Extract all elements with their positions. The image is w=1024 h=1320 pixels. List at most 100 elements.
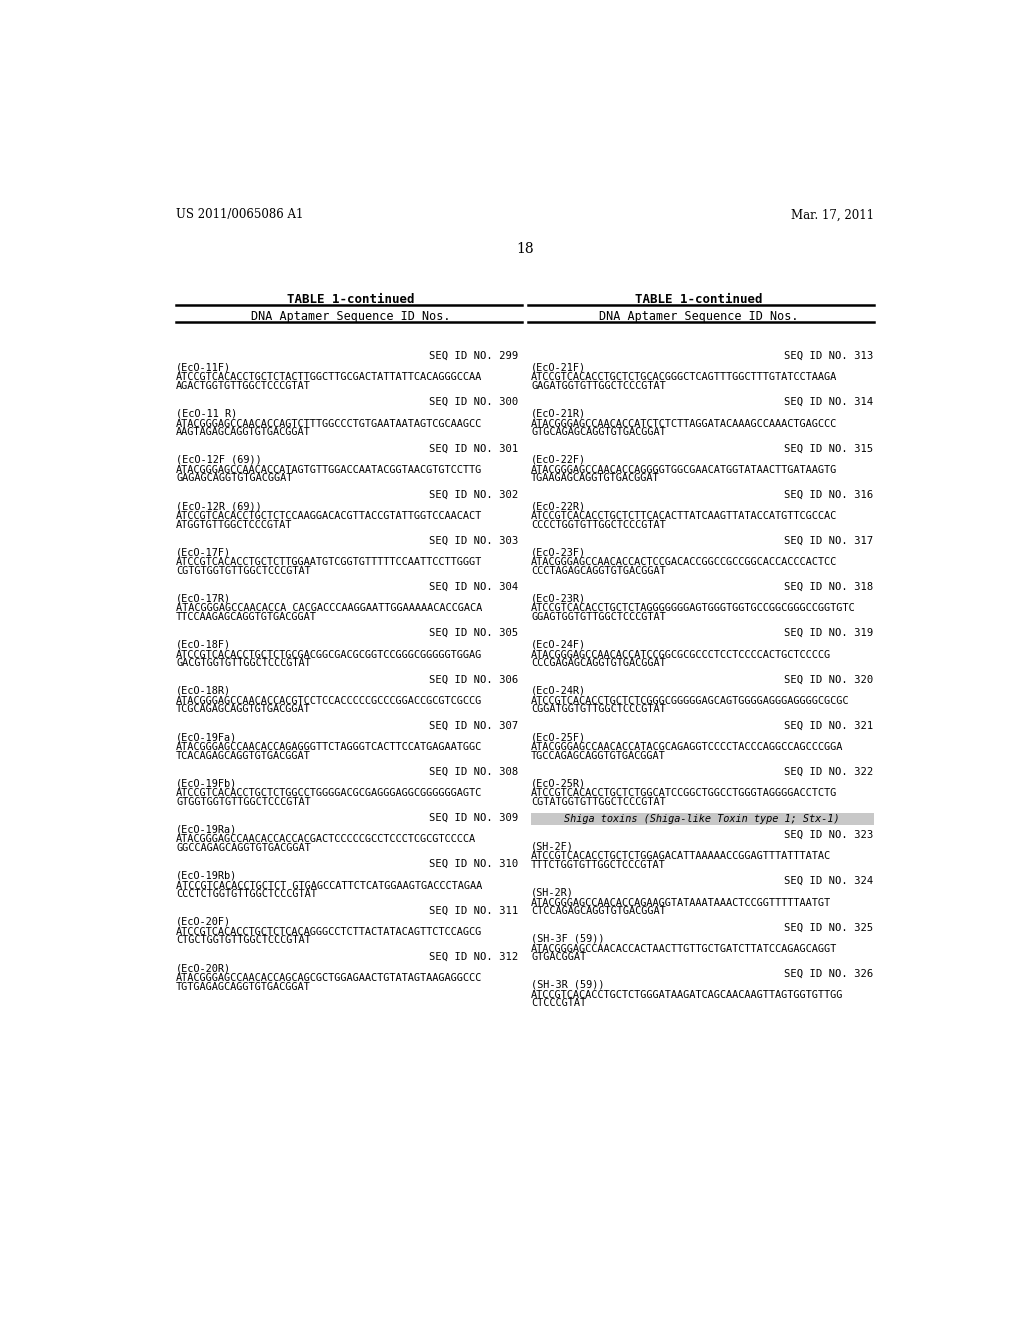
Text: SEQ ID NO. 312: SEQ ID NO. 312 (429, 952, 518, 961)
Text: CGTATGGTGTTGGCTCCCGTAT: CGTATGGTGTTGGCTCCCGTAT (531, 797, 666, 807)
Text: ATCCGTCACACCTGCTCTACTTGGCTTGCGACTATTATTCACAGGGCCAA: ATCCGTCACACCTGCTCTACTTGGCTTGCGACTATTATTC… (176, 372, 482, 383)
Text: (EcO-21R): (EcO-21R) (531, 409, 586, 418)
Text: (EcO-21F): (EcO-21F) (531, 363, 586, 372)
Text: US 2011/0065086 A1: US 2011/0065086 A1 (176, 209, 303, 222)
Text: SEQ ID NO. 299: SEQ ID NO. 299 (429, 351, 518, 360)
Text: TGAAGAGCAGGTGTGACGGAT: TGAAGAGCAGGTGTGACGGAT (531, 474, 659, 483)
Text: ATACGGGAGCCAACACCACTCCGACACCGGCCGCCGGCACCACCCACTCC: ATACGGGAGCCAACACCACTCCGACACCGGCCGCCGGCAC… (531, 557, 838, 568)
Text: SEQ ID NO. 307: SEQ ID NO. 307 (429, 721, 518, 730)
Text: ATCCGTCACACCTGCTCTCACAGGGCCTCTTACTATACAGTTCTCCAGCG: ATCCGTCACACCTGCTCTCACAGGGCCTCTTACTATACAG… (176, 927, 482, 937)
Text: TCACAGAGCAGGTGTGACGGAT: TCACAGAGCAGGTGTGACGGAT (176, 751, 311, 760)
Text: TABLE 1-continued: TABLE 1-continued (287, 293, 414, 306)
Text: (EcO-25R): (EcO-25R) (531, 779, 586, 788)
Text: (EcO-19Ra): (EcO-19Ra) (176, 825, 238, 834)
Text: GGCCAGAGCAGGTGTGACGGAT: GGCCAGAGCAGGTGTGACGGAT (176, 843, 311, 853)
Text: (EcO-19Fb): (EcO-19Fb) (176, 779, 238, 788)
Text: SEQ ID NO. 324: SEQ ID NO. 324 (784, 876, 873, 886)
Text: DNA Aptamer Sequence ID Nos.: DNA Aptamer Sequence ID Nos. (251, 310, 451, 323)
Text: SEQ ID NO. 302: SEQ ID NO. 302 (429, 490, 518, 499)
Text: Mar. 17, 2011: Mar. 17, 2011 (791, 209, 873, 222)
Text: ATCCGTCACACCTGCTCTCCAAGGACACGTTACCGTATTGGTCCAACACT: ATCCGTCACACCTGCTCTCCAAGGACACGTTACCGTATTG… (176, 511, 482, 521)
Bar (531, 813, 873, 825)
Text: SEQ ID NO. 317: SEQ ID NO. 317 (784, 536, 873, 545)
Text: ATACGGGAGCCAACACCACCACGACTCCCCCGCCTCCCTCGCGTCCCCA: ATACGGGAGCCAACACCACCACGACTCCCCCGCCTCCCTC… (176, 834, 476, 845)
Text: SEQ ID NO. 313: SEQ ID NO. 313 (784, 351, 873, 360)
Text: (SH-2F): (SH-2F) (531, 841, 573, 851)
Text: ATCCGTCACACCTGCTCT GTGAGCCATTCTCATGGAAGTGACCCTAGAA: ATCCGTCACACCTGCTCT GTGAGCCATTCTCATGGAAGT… (176, 880, 482, 891)
Text: GAGATGGTGTTGGCTCCCGTAT: GAGATGGTGTTGGCTCCCGTAT (531, 381, 666, 391)
Text: ATCCGTCACACCTGCTCTGGGATAAGATCAGCAACAAGTTAGTGGTGTTGG: ATCCGTCACACCTGCTCTGGGATAAGATCAGCAACAAGTT… (531, 990, 844, 1001)
Text: ATACGGGAGCCAACACCAGAGGGTTCTAGGGTCACTTCCATGAGAATGGC: ATACGGGAGCCAACACCAGAGGGTTCTAGGGTCACTTCCA… (176, 742, 482, 752)
Text: CCCGAGAGCAGGTGTGACGGAT: CCCGAGAGCAGGTGTGACGGAT (531, 659, 666, 668)
Text: SEQ ID NO. 309: SEQ ID NO. 309 (429, 813, 518, 822)
Text: (EcO-11F): (EcO-11F) (176, 363, 231, 372)
Text: SEQ ID NO. 322: SEQ ID NO. 322 (784, 767, 873, 776)
Text: ATCCGTCACACCTGCTCTAGGGGGGGAGTGGGTGGTGCCGGCGGGCCGGTGTC: ATCCGTCACACCTGCTCTAGGGGGGGAGTGGGTGGTGCCG… (531, 603, 856, 614)
Text: TTCCAAGAGCAGGTGTGACGGAT: TTCCAAGAGCAGGTGTGACGGAT (176, 612, 316, 622)
Text: GTGGTGGTGTTGGCTCCCGTAT: GTGGTGGTGTTGGCTCCCGTAT (176, 797, 311, 807)
Text: TGTGAGAGCAGGTGTGACGGAT: TGTGAGAGCAGGTGTGACGGAT (176, 982, 311, 991)
Text: (EcO-17R): (EcO-17R) (176, 594, 231, 603)
Text: SEQ ID NO. 323: SEQ ID NO. 323 (784, 830, 873, 840)
Text: TGCCAGAGCAGGTGTGACGGAT: TGCCAGAGCAGGTGTGACGGAT (531, 751, 666, 760)
Text: SEQ ID NO. 304: SEQ ID NO. 304 (429, 582, 518, 591)
Text: SEQ ID NO. 305: SEQ ID NO. 305 (429, 628, 518, 638)
Text: GTGACGGAT: GTGACGGAT (531, 952, 586, 962)
Text: (EcO-22R): (EcO-22R) (531, 502, 586, 511)
Text: SEQ ID NO. 315: SEQ ID NO. 315 (784, 444, 873, 453)
Text: CGGATGGTGTTGGCTCCCGTAT: CGGATGGTGTTGGCTCCCGTAT (531, 705, 666, 714)
Text: SEQ ID NO. 300: SEQ ID NO. 300 (429, 397, 518, 407)
Text: CCCTAGAGCAGGTGTGACGGAT: CCCTAGAGCAGGTGTGACGGAT (531, 566, 666, 576)
Text: SEQ ID NO. 325: SEQ ID NO. 325 (784, 923, 873, 932)
Text: (EcO-23F): (EcO-23F) (531, 548, 586, 557)
Text: (EcO-11 R): (EcO-11 R) (176, 409, 238, 418)
Text: ATCCGTCACACCTGCTCTCGGGCGGGGGAGCAGTGGGGAGGGAGGGGCGCGC: ATCCGTCACACCTGCTCTCGGGCGGGGGAGCAGTGGGGAG… (531, 696, 850, 706)
Text: ATACGGGAGCCAACACCATAGTGTTGGACCAATACGGTAACGTGTCCTTG: ATACGGGAGCCAACACCATAGTGTTGGACCAATACGGTAA… (176, 465, 482, 475)
Text: ATCCGTCACACCTGCTCTGGAGACATTAAAAACCGGAGTTTATTTATAC: ATCCGTCACACCTGCTCTGGAGACATTAAAAACCGGAGTT… (531, 851, 831, 862)
Text: CTCCAGAGCAGGTGTGACGGAT: CTCCAGAGCAGGTGTGACGGAT (531, 906, 666, 916)
Text: ATACGGGAGCCAACACCAGAAGGTATAAATAAACTCCGGTTTTTAATGT: ATACGGGAGCCAACACCAGAAGGTATAAATAAACTCCGGT… (531, 898, 831, 908)
Text: TABLE 1-continued: TABLE 1-continued (636, 293, 763, 306)
Text: SEQ ID NO. 318: SEQ ID NO. 318 (784, 582, 873, 591)
Text: ATGGTGTTGGCTCCCGTAT: ATGGTGTTGGCTCCCGTAT (176, 520, 293, 529)
Text: SEQ ID NO. 320: SEQ ID NO. 320 (784, 675, 873, 684)
Text: ATCCGTCACACCTGCTCTGGCATCCGGCTGGCCTGGGTAGGGGACCTCTG: ATCCGTCACACCTGCTCTGGCATCCGGCTGGCCTGGGTAG… (531, 788, 838, 799)
Text: (EcO-20F): (EcO-20F) (176, 917, 231, 927)
Text: (EcO-20R): (EcO-20R) (176, 964, 231, 973)
Text: ATCCGTCACACCTGCTCTGCACGGGCTCAGTTTGGCTTTGTATCCTAAGA: ATCCGTCACACCTGCTCTGCACGGGCTCAGTTTGGCTTTG… (531, 372, 838, 383)
Text: (EcO-22F): (EcO-22F) (531, 455, 586, 465)
Text: ATACGGGAGCCAACACCA CACGACCCAAGGAATTGGAAAAACACCGACA: ATACGGGAGCCAACACCA CACGACCCAAGGAATTGGAAA… (176, 603, 482, 614)
Text: ATACGGGAGCCAACACCAGGGGTGGCGAACATGGTATAACTTGATAAGTG: ATACGGGAGCCAACACCAGGGGTGGCGAACATGGTATAAC… (531, 465, 838, 475)
Text: (EcO-17F): (EcO-17F) (176, 548, 231, 557)
Text: (EcO-24F): (EcO-24F) (531, 640, 586, 649)
Text: 18: 18 (516, 242, 534, 256)
Text: (EcO-12R (69)): (EcO-12R (69)) (176, 502, 262, 511)
Text: SEQ ID NO. 306: SEQ ID NO. 306 (429, 675, 518, 684)
Text: ATACGGGAGCCAACACCACGTCCTCCACCCCCGCCCGGACCGCGTCGCCG: ATACGGGAGCCAACACCACGTCCTCCACCCCCGCCCGGAC… (176, 696, 482, 706)
Text: ATACGGGAGCCAACACCATCCGGCGCGCCCTCCTCCCCACTGCTCCCCG: ATACGGGAGCCAACACCATCCGGCGCGCCCTCCTCCCCAC… (531, 649, 831, 660)
Text: (SH-2R): (SH-2R) (531, 887, 573, 898)
Text: AAGTAGAGCAGGTGTGACGGAT: AAGTAGAGCAGGTGTGACGGAT (176, 428, 311, 437)
Text: SEQ ID NO. 314: SEQ ID NO. 314 (784, 397, 873, 407)
Text: SEQ ID NO. 301: SEQ ID NO. 301 (429, 444, 518, 453)
Text: (SH-3R (59)): (SH-3R (59)) (531, 979, 604, 990)
Text: CCCCTGGTGTTGGCTCCCGTAT: CCCCTGGTGTTGGCTCCCGTAT (531, 520, 666, 529)
Text: ATACGGGAGCCAACACCATACGCAGAGGTCCCCTACCCAGGCCAGCCCGGA: ATACGGGAGCCAACACCATACGCAGAGGTCCCCTACCCAG… (531, 742, 844, 752)
Text: SEQ ID NO. 308: SEQ ID NO. 308 (429, 767, 518, 776)
Text: (EcO-18F): (EcO-18F) (176, 640, 231, 649)
Text: (EcO-19Fa): (EcO-19Fa) (176, 733, 238, 742)
Text: ATACGGGAGCCAACACCATCTCTCTTAGGATACAAAGCCAAACTGAGCCC: ATACGGGAGCCAACACCATCTCTCTTAGGATACAAAGCCA… (531, 418, 838, 429)
Text: GACGTGGTGTTGGCTCCCGTAT: GACGTGGTGTTGGCTCCCGTAT (176, 659, 311, 668)
Text: ATCCGTCACACCTGCTCTGGCCTGGGGACGCGAGGGAGGCGGGGGGAGTC: ATCCGTCACACCTGCTCTGGCCTGGGGACGCGAGGGAGGC… (176, 788, 482, 799)
Text: (EcO-19Rb): (EcO-19Rb) (176, 871, 238, 880)
Text: ATCCGTCACACCTGCTCTTCACACTTATCAAGTTATACCATGTTCGCCAC: ATCCGTCACACCTGCTCTTCACACTTATCAAGTTATACCA… (531, 511, 838, 521)
Text: CTGCTGGTGTTGGCTCCCGTAT: CTGCTGGTGTTGGCTCCCGTAT (176, 936, 311, 945)
Text: SEQ ID NO. 311: SEQ ID NO. 311 (429, 906, 518, 915)
Text: ATACGGGAGCCAACACCAGTCTTTGGCCCTGTGAATAATAGTCGCAAGCC: ATACGGGAGCCAACACCAGTCTTTGGCCCTGTGAATAATA… (176, 418, 482, 429)
Text: GGAGTGGTGTTGGCTCCCGTAT: GGAGTGGTGTTGGCTCCCGTAT (531, 612, 666, 622)
Text: (SH-3F (59)): (SH-3F (59)) (531, 933, 604, 944)
Text: ATCCGTCACACCTGCTCTTGGAATGTCGGTGTTTTTCCAATTCCTTGGGT: ATCCGTCACACCTGCTCTTGGAATGTCGGTGTTTTTCCAA… (176, 557, 482, 568)
Text: SEQ ID NO. 321: SEQ ID NO. 321 (784, 721, 873, 730)
Text: ATCCGTCACACCTGCTCTGCGACGGCGACGCGGTCCGGGCGGGGGTGGAG: ATCCGTCACACCTGCTCTGCGACGGCGACGCGGTCCGGGC… (176, 649, 482, 660)
Text: (EcO-24R): (EcO-24R) (531, 686, 586, 696)
